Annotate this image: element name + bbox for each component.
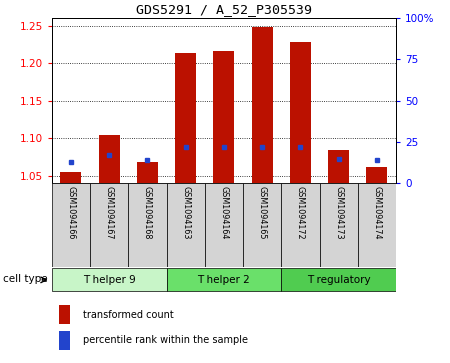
Text: transformed count: transformed count bbox=[83, 310, 174, 320]
Title: GDS5291 / A_52_P305539: GDS5291 / A_52_P305539 bbox=[136, 3, 312, 16]
Text: GSM1094173: GSM1094173 bbox=[334, 186, 343, 239]
Text: GSM1094166: GSM1094166 bbox=[67, 186, 76, 239]
Bar bbox=[166, 183, 205, 267]
Bar bbox=[281, 268, 396, 291]
Text: GSM1094163: GSM1094163 bbox=[181, 186, 190, 239]
Text: GSM1094172: GSM1094172 bbox=[296, 186, 305, 240]
Text: GSM1094165: GSM1094165 bbox=[257, 186, 266, 239]
Bar bbox=[99, 135, 120, 183]
Bar bbox=[137, 162, 158, 183]
Bar bbox=[243, 183, 281, 267]
Bar bbox=[52, 268, 166, 291]
Bar bbox=[290, 42, 311, 183]
Text: GSM1094167: GSM1094167 bbox=[104, 186, 113, 239]
Bar bbox=[281, 183, 320, 267]
Bar bbox=[166, 268, 281, 291]
Text: T helper 2: T helper 2 bbox=[198, 275, 250, 285]
Bar bbox=[205, 183, 243, 267]
Text: GSM1094174: GSM1094174 bbox=[373, 186, 382, 239]
Bar bbox=[128, 183, 166, 267]
Bar bbox=[52, 183, 90, 267]
Bar bbox=[320, 183, 358, 267]
Bar bbox=[252, 27, 273, 183]
Bar bbox=[175, 53, 196, 183]
Text: percentile rank within the sample: percentile rank within the sample bbox=[83, 335, 248, 345]
Bar bbox=[328, 150, 349, 183]
Bar bbox=[90, 183, 128, 267]
Bar bbox=[58, 331, 70, 350]
Text: GSM1094164: GSM1094164 bbox=[220, 186, 228, 239]
Text: T regulatory: T regulatory bbox=[307, 275, 370, 285]
Bar bbox=[213, 51, 234, 183]
Text: T helper 9: T helper 9 bbox=[83, 275, 135, 285]
Text: GSM1094168: GSM1094168 bbox=[143, 186, 152, 239]
Bar bbox=[60, 172, 81, 183]
Bar bbox=[58, 305, 70, 325]
Text: cell type: cell type bbox=[3, 274, 47, 284]
Bar bbox=[358, 183, 396, 267]
Bar bbox=[366, 167, 387, 183]
